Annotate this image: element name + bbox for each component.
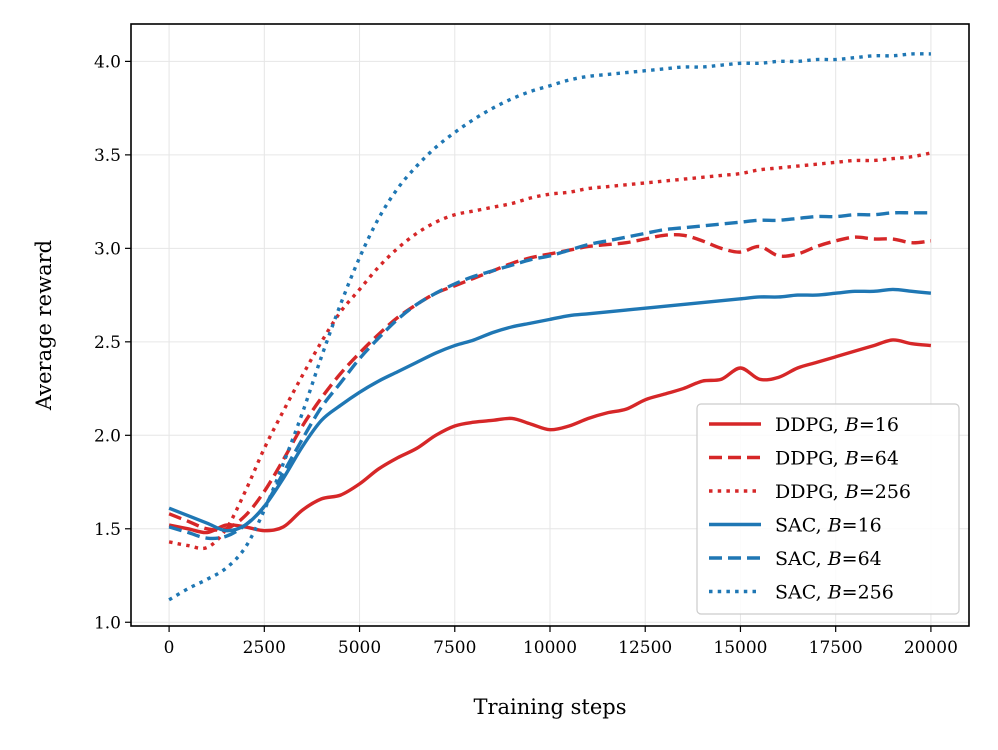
y-axis-title: Average reward — [32, 240, 56, 411]
legend-label-2: DDPG, B=64 — [775, 448, 899, 470]
y-tick-label: 3.5 — [94, 146, 121, 166]
y-tick-label: 3.0 — [94, 239, 121, 259]
y-tick-label: 1.5 — [94, 520, 121, 540]
x-tick-label: 15000 — [713, 638, 767, 658]
legend-label-1: DDPG, B=16 — [775, 414, 899, 436]
x-tick-label: 7500 — [433, 638, 476, 658]
series-lines — [168, 52, 932, 602]
x-tick-label: 10000 — [523, 638, 577, 658]
x-tick-label: 12500 — [618, 638, 672, 658]
series-line-6 — [168, 52, 931, 602]
x-tick-label: 0 — [164, 638, 175, 658]
y-tick-label: 2.0 — [94, 426, 121, 446]
legend-label-4: SAC, B=16 — [775, 515, 882, 537]
y-tick-label: 1.0 — [94, 613, 121, 633]
axis-ticks: 0 2500 5000 7500 10000 12500 15000 17500 20000 1.… — [94, 52, 958, 658]
series-line-4 — [168, 287, 932, 533]
y-tick-label: 4.0 — [94, 52, 121, 72]
x-tick-label: 2500 — [243, 638, 286, 658]
series-line-1 — [168, 338, 932, 535]
x-tick-label: 20000 — [904, 638, 958, 658]
x-tick-label: 5000 — [338, 638, 381, 658]
series-line-5 — [168, 210, 931, 541]
series-line-2 — [168, 232, 932, 532]
legend: DDPG, B=16 DDPG, B=64 DDPG, B=256 SAC, B=16… — [696, 403, 960, 615]
legend-label-6: SAC, B=256 — [775, 582, 894, 604]
x-tick-label: 17500 — [809, 638, 863, 658]
y-tick-label: 2.5 — [94, 333, 121, 353]
x-axis-title: Training steps — [473, 695, 626, 719]
legend-label-3: DDPG, B=256 — [775, 481, 911, 503]
legend-box — [696, 403, 960, 615]
legend-label-5: SAC, B=64 — [775, 548, 882, 570]
